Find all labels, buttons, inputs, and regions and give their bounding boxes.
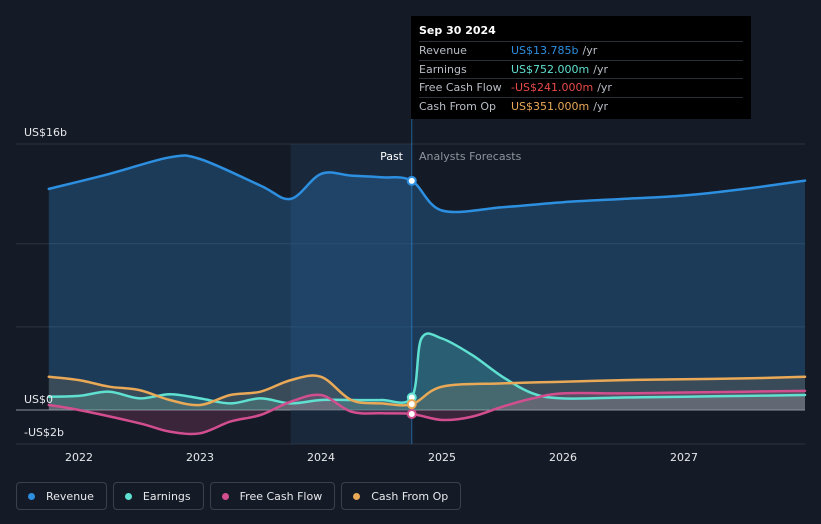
legend-dot-icon [353,492,361,500]
tooltip-row-revenue: Revenue US$13.785b /yr [419,41,743,60]
legend-item-revenue[interactable]: Revenue [16,482,107,510]
x-tick-label: 2025 [428,451,456,464]
x-tick-label: 2026 [549,451,577,464]
tooltip-unit: /yr [593,99,608,113]
legend-dot-icon [28,492,35,500]
free-cash-flow-point [406,409,417,420]
past-shading [290,16,413,444]
x-tick-label: 2023 [186,451,214,464]
series-layer [47,154,807,436]
tooltip-row-earnings: Earnings US$752.000m /yr [419,59,743,79]
cash-from-op-line [47,374,807,407]
revenue-area [48,155,806,410]
revenue-point [406,175,417,186]
tooltip-label: Earnings [419,62,467,76]
tooltip-panel: Sep 30 2024 Revenue US$13.785b /yr Earni… [411,16,751,119]
legend-item-free-cash-flow[interactable]: Free Cash Flow [209,482,336,510]
cash-from-op-point [406,399,417,410]
x-axis-ticks: 2022 2023 2024 2025 2026 2027 [65,451,698,464]
legend-label: Earnings [142,489,191,503]
tooltip-value: US$752.000m [511,62,590,76]
grid-layer [16,143,805,445]
free-cash-flow-area [48,390,806,434]
free-cash-flow-line [47,389,807,436]
chart-legend: Revenue Earnings Free Cash Flow Cash Fro… [16,482,462,510]
forecast-label: Analysts Forecasts [419,150,522,163]
y-axis-label-bottom: -US$2b [24,426,64,439]
legend-label: Cash From Op [371,489,449,503]
tooltip-value: -US$241.000m [511,81,594,94]
past-label: Past [380,150,404,163]
y-axis-label-top: US$16b [24,126,67,139]
revenue-line [47,154,807,214]
tooltip-label: Cash From Op [419,99,497,113]
revenue-earnings-chart: US$16b US$0 -US$2b Past Analysts Forecas… [16,16,807,464]
legend-dot-icon [221,492,229,500]
earnings-area [48,333,806,410]
earnings-line [47,332,807,405]
x-tick-label: 2027 [670,451,698,464]
y-axis-label-zero: US$0 [24,393,53,406]
tooltip-label: Revenue [419,44,467,57]
tooltip-date: Sep 30 2024 [419,24,496,37]
tooltip-unit: /yr [597,81,612,94]
legend-item-cash-from-op[interactable]: Cash From Op [341,482,462,510]
tooltip-unit: /yr [593,62,608,76]
tooltip-value: US$351.000m [511,99,590,113]
tooltip-value: US$13.785b [511,44,579,57]
legend-label: Free Cash Flow [239,489,323,503]
x-tick-label: 2024 [307,451,335,464]
legend-item-earnings[interactable]: Earnings [112,482,204,510]
legend-label: Revenue [46,489,94,503]
tooltip-label: Free Cash Flow [419,81,502,94]
tooltip-unit: /yr [582,44,598,57]
labels-layer: US$16b US$0 -US$2b Past Analysts Forecas… [24,126,522,439]
legend-dot-icon [124,492,132,500]
past-highlight-band [290,144,412,444]
tooltip-row-cash-from-op: Cash From Op US$351.000m /yr [419,96,743,116]
x-tick-label: 2022 [65,451,93,464]
tooltip-row-free-cash-flow: Free Cash Flow -US$241.000m /yr [419,78,743,97]
